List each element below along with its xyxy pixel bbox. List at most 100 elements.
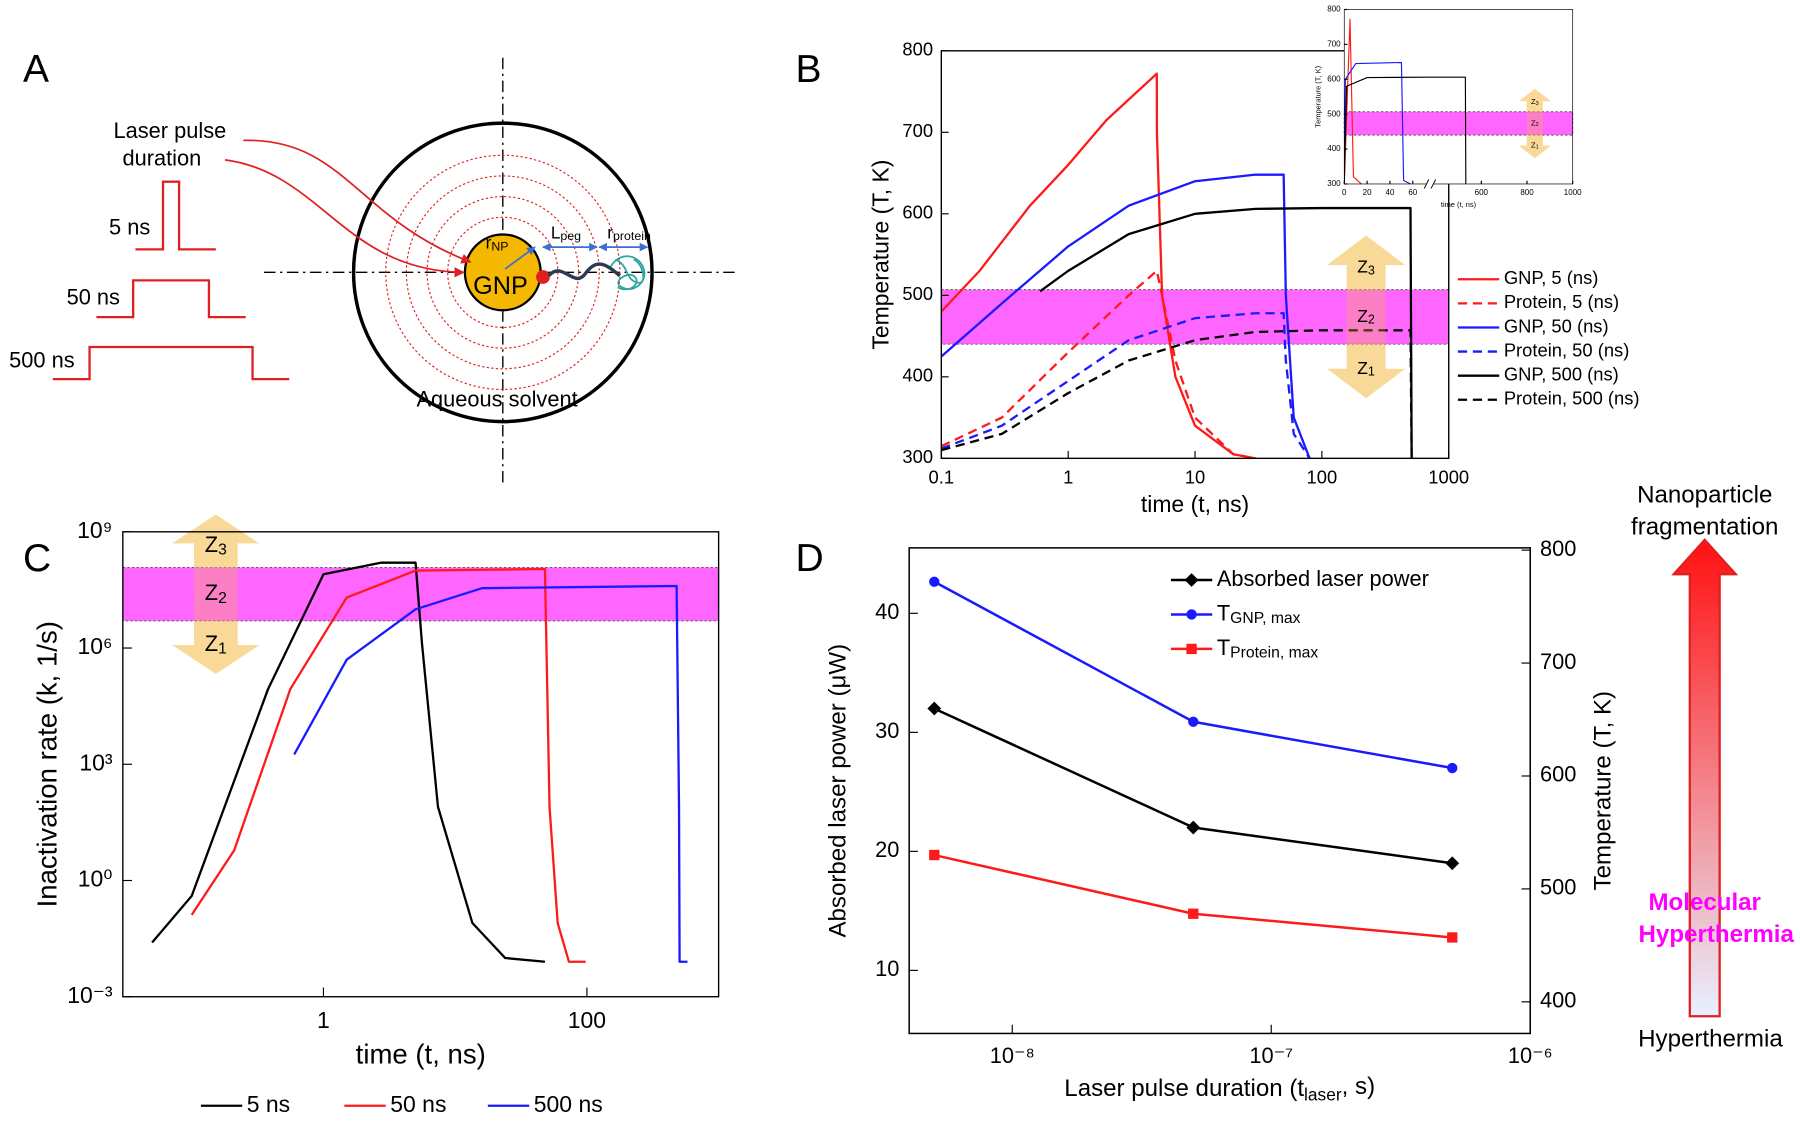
y-axis-label: Inactivation rate (k, 1/s)	[32, 621, 63, 907]
y-axis-label: Absorbed laser power (μW)	[825, 644, 852, 938]
marker	[1188, 908, 1199, 919]
x-tick-label: 1000	[1564, 188, 1582, 197]
x-tick-label: 600	[1475, 188, 1489, 197]
legend-label: Protein, 500 (ns)	[1504, 388, 1640, 409]
x-axis-label: time (t, ns)	[1141, 491, 1249, 517]
series-line	[941, 329, 1413, 459]
series-line	[1344, 18, 1362, 184]
marker	[1186, 820, 1201, 835]
legend-label: GNP, 5 (ns)	[1504, 267, 1599, 288]
side-label: Molecular	[1648, 889, 1761, 916]
y2-axis-label: Temperature (T, K)	[1590, 691, 1617, 891]
rnp-label: rNP	[486, 232, 509, 253]
zone-arrow	[194, 567, 238, 621]
y-tick-label: 10⁶	[78, 633, 113, 659]
x-tick-label: 1000	[1428, 466, 1469, 487]
side-arrow	[1671, 538, 1739, 1018]
legend-label: TProtein, max	[1217, 635, 1319, 662]
series-line	[1039, 206, 1413, 459]
legend-label: Absorbed laser power	[1217, 566, 1429, 591]
panel-label: B	[796, 48, 822, 91]
y-tick-label: 10⁰	[78, 866, 113, 892]
zone-arrow	[1518, 135, 1551, 159]
series-line	[293, 584, 688, 963]
protein	[609, 255, 646, 291]
y2-tick-label: 400	[1540, 988, 1576, 1013]
zone-label: Z1	[1531, 141, 1539, 151]
zone-label: Z1	[1357, 357, 1375, 378]
heat-ring	[426, 196, 580, 349]
series-line	[190, 567, 586, 963]
pulse-name: 50 ns	[67, 285, 120, 310]
zone-label: Z3	[1357, 256, 1375, 277]
gnp-label: GNP	[473, 272, 528, 300]
y-tick-label: 10	[875, 956, 899, 981]
zone-label: Z2	[1531, 118, 1539, 128]
zone-label: Z3	[205, 532, 227, 559]
axis-break	[1423, 179, 1437, 189]
pulse-name: 500 ns	[9, 348, 75, 373]
legend-label: TGNP, max	[1217, 600, 1301, 627]
x-tick-label: 10	[1185, 466, 1205, 487]
x-tick-label: 100	[1307, 466, 1338, 487]
y-tick-label: 400	[902, 365, 933, 386]
y2-tick-label: 600	[1540, 762, 1576, 787]
panel-label: A	[23, 48, 49, 91]
heat-ring	[385, 154, 621, 391]
legend-label: Protein, 50 (ns)	[1504, 339, 1630, 360]
diagram: Laser pulse duration 5 ns 50 ns 500 ns G…	[9, 57, 737, 483]
zone-label: Z2	[205, 580, 227, 607]
x-tick-label: 0	[1342, 188, 1347, 197]
y-tick-label: 700	[902, 120, 933, 141]
y-tick-label: 800	[902, 39, 933, 60]
y-tick-label: 800	[1327, 5, 1341, 14]
lpeg-label: Lpeg	[551, 222, 581, 243]
x-tick-label: 20	[1363, 188, 1372, 197]
y-axis-label: Temperature (T, K)	[868, 160, 894, 350]
y2-tick-label: 500	[1540, 875, 1576, 900]
zone-label: Z3	[1531, 97, 1539, 107]
legend-marker	[1186, 609, 1197, 620]
zone-arrow	[1346, 289, 1386, 345]
pulse-label: Laser pulse	[114, 118, 227, 143]
y-tick-label: 600	[902, 202, 933, 223]
zone-label: Z1	[205, 631, 227, 658]
series-line	[1344, 76, 1467, 184]
peg-chain	[547, 262, 622, 281]
legend-label: 50 ns	[390, 1091, 446, 1117]
series-line	[941, 173, 1311, 459]
band	[940, 289, 1450, 345]
zone-arrow	[1518, 88, 1551, 112]
series-line	[941, 312, 1311, 459]
series-group	[1344, 18, 1467, 184]
pulse-label: duration	[122, 146, 201, 171]
marker	[1447, 762, 1458, 774]
y-tick-label: 500	[1327, 109, 1341, 118]
x-tick-label: 800	[1520, 188, 1534, 197]
marker	[927, 701, 942, 716]
radius-arrow	[504, 246, 536, 270]
x-tick-label: 10⁻⁷	[1249, 1043, 1293, 1068]
series-line	[941, 269, 1256, 459]
zone-arrow	[1327, 235, 1406, 290]
y-tick-label: 400	[1327, 144, 1341, 153]
series-group	[941, 72, 1413, 459]
legend-label: Protein, 5 (ns)	[1504, 291, 1619, 312]
marker	[1447, 932, 1458, 943]
y-tick-label: 700	[1327, 40, 1341, 49]
y-tick-label: 40	[875, 599, 899, 624]
solvent-label: Aqueous solvent	[416, 387, 577, 412]
pulse-name: 5 ns	[109, 215, 150, 240]
pulse-shape	[96, 279, 246, 319]
marker	[929, 849, 940, 861]
solvent-boundary	[351, 121, 654, 424]
laser-arrow	[243, 139, 472, 264]
legend-label: GNP, 50 (ns)	[1504, 315, 1609, 336]
zone-arrow	[1526, 111, 1543, 136]
y-tick-label: 300	[1327, 179, 1341, 188]
zone-label: Z2	[1357, 306, 1375, 327]
plot-area	[909, 547, 1531, 1034]
x-axis-label: Laser pulse duration (tlaser, s)	[1064, 1074, 1375, 1104]
y-tick-label: 30	[875, 718, 899, 743]
